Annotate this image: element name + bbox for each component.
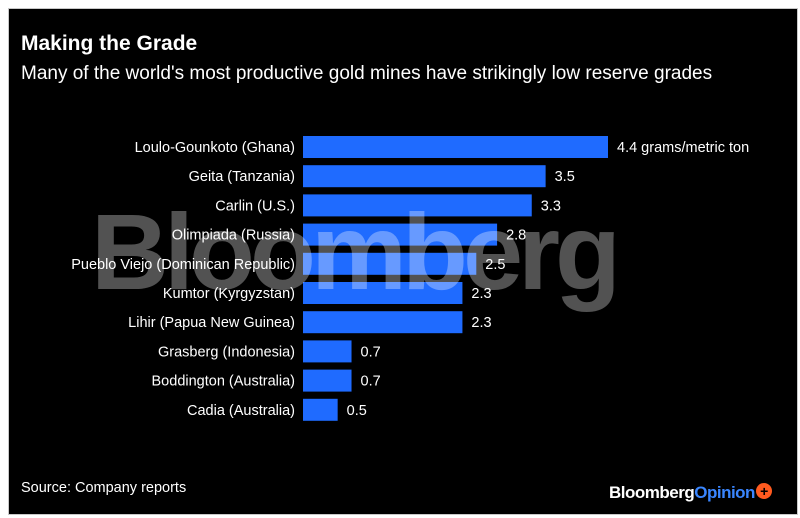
bloomberg-opinion-logo: BloombergOpinion +: [609, 483, 772, 503]
category-label: Grasberg (Indonesia): [158, 344, 295, 360]
category-label: Carlin (U.S.): [215, 198, 295, 214]
category-label: Kumtor (Kyrgyzstan): [163, 286, 295, 302]
value-label: 2.3: [471, 286, 491, 302]
chart-subtitle: Many of the world's most productive gold…: [21, 63, 713, 84]
logo-brand: Bloomberg: [609, 483, 695, 502]
bar: [303, 311, 463, 334]
value-label: 2.3: [471, 315, 491, 331]
value-label: 0.7: [361, 344, 381, 360]
category-label: Loulo-Gounkoto (Ghana): [135, 140, 295, 156]
category-label: Pueblo Viejo (Dominican Republic): [71, 257, 295, 273]
bar: [303, 398, 338, 421]
chart-title: Making the Grade: [21, 32, 198, 55]
plus-icon: +: [755, 483, 772, 499]
bar-chart: Loulo-Gounkoto (Ghana) Geita (Tanzania) Ca…: [71, 136, 749, 421]
value-label: 0.7: [361, 374, 381, 390]
bar: [303, 252, 477, 275]
category-label: Cadia (Australia): [187, 403, 295, 419]
logo-product: Opinion: [694, 483, 755, 502]
bar: [303, 165, 546, 188]
value-label: 3.3: [541, 198, 561, 214]
bar: [303, 369, 352, 392]
value-label: 2.5: [485, 257, 505, 273]
bar: [303, 223, 498, 246]
value-label: 3.5: [555, 169, 575, 185]
category-label: Olimpiada (Russia): [172, 228, 295, 244]
category-label: Boddington (Australia): [152, 374, 295, 390]
category-label: Geita (Tanzania): [189, 169, 295, 185]
bar: [303, 194, 532, 217]
bar: [303, 340, 352, 363]
value-label: 4.4 grams/metric ton: [617, 140, 749, 156]
value-label: 0.5: [347, 403, 367, 419]
value-label: 2.8: [506, 228, 526, 244]
chart-frame: Making the Grade Many of the world's mos…: [8, 8, 798, 515]
bar: [303, 282, 463, 304]
bar: [303, 136, 608, 158]
category-label: Lihir (Papua New Guinea): [128, 315, 295, 331]
source-note: Source: Company reports: [21, 480, 187, 496]
